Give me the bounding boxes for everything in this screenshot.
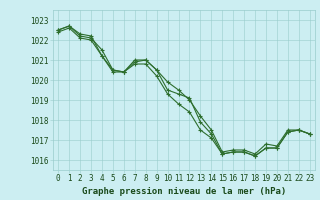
X-axis label: Graphe pression niveau de la mer (hPa): Graphe pression niveau de la mer (hPa)	[82, 187, 286, 196]
